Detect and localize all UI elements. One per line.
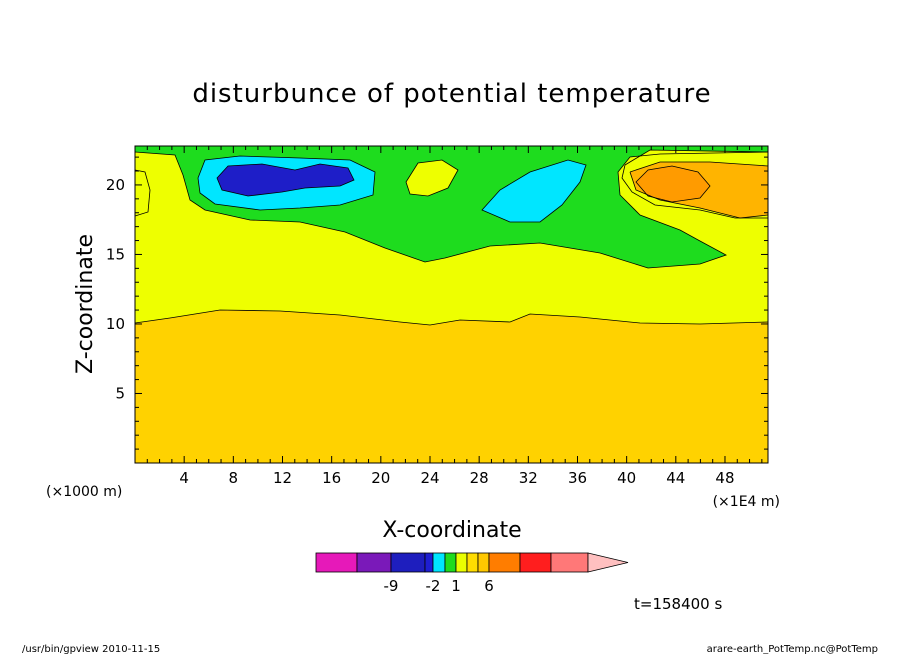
contour-band-1-edge bbox=[135, 170, 150, 216]
colorbar bbox=[315, 552, 629, 573]
x-axis-label: X-coordinate bbox=[382, 518, 521, 543]
x-tick-label: 32 bbox=[519, 469, 538, 487]
colorbar-cell bbox=[477, 552, 490, 573]
colorbar-cell bbox=[315, 552, 358, 573]
x-tick-label: 40 bbox=[617, 469, 636, 487]
plot-frame bbox=[134, 145, 769, 464]
colorbar-cell bbox=[444, 552, 457, 573]
contour-band-m2 bbox=[217, 164, 354, 196]
colorbar-cell bbox=[455, 552, 468, 573]
colorbar-cell bbox=[424, 552, 434, 573]
x-unit-label: (×1000 m) bbox=[46, 484, 122, 500]
colorbar-tick-label: -2 bbox=[426, 577, 441, 595]
colorbar-cell bbox=[390, 552, 426, 573]
chart-title: disturbunce of potential temperature bbox=[192, 79, 711, 109]
colorbar-cell bbox=[432, 552, 446, 573]
x-tick-label: 36 bbox=[568, 469, 587, 487]
y-tick-label: 20 bbox=[106, 176, 125, 194]
colorbar-cell bbox=[550, 552, 589, 573]
y-tick-label: 15 bbox=[106, 245, 125, 263]
y-tick-label: 5 bbox=[115, 384, 125, 402]
colorbar-tick-label: 6 bbox=[484, 577, 494, 595]
contour-lines bbox=[134, 149, 769, 326]
time-label: t=158400 s bbox=[634, 595, 722, 613]
x-scale-note: (×1E4 m) bbox=[713, 494, 780, 510]
x-tick-label: 4 bbox=[179, 469, 189, 487]
y-axis-label: Z-coordinate bbox=[73, 234, 98, 374]
colorbar-cell bbox=[466, 552, 479, 573]
colorbar-cell bbox=[519, 552, 552, 573]
x-tick-label: 12 bbox=[273, 469, 292, 487]
x-tick-label: 44 bbox=[666, 469, 685, 487]
y-tick-label: 10 bbox=[106, 315, 125, 333]
colorbar-extend-arrow bbox=[587, 552, 629, 573]
x-tick-label: 24 bbox=[420, 469, 439, 487]
footer-left: /usr/bin/gpview 2010-11-15 bbox=[22, 644, 160, 654]
x-tick-label: 20 bbox=[371, 469, 390, 487]
x-tick-label: 28 bbox=[470, 469, 489, 487]
x-tick-label: 48 bbox=[715, 469, 734, 487]
contour-band-1-spot bbox=[406, 160, 458, 196]
colorbar-labels: -9 -2 1 6 bbox=[384, 577, 494, 595]
colorbar-cell bbox=[356, 552, 392, 573]
colorbar-tick-label: -9 bbox=[384, 577, 399, 595]
colorbar-tick-label: 1 bbox=[451, 577, 461, 595]
x-tick-label: 8 bbox=[229, 469, 239, 487]
x-tick-label: 16 bbox=[322, 469, 341, 487]
colorbar-cell bbox=[488, 552, 521, 573]
footer-right: arare-earth_PotTemp.nc@PotTemp bbox=[707, 644, 878, 654]
contour-band-4 bbox=[636, 166, 710, 202]
